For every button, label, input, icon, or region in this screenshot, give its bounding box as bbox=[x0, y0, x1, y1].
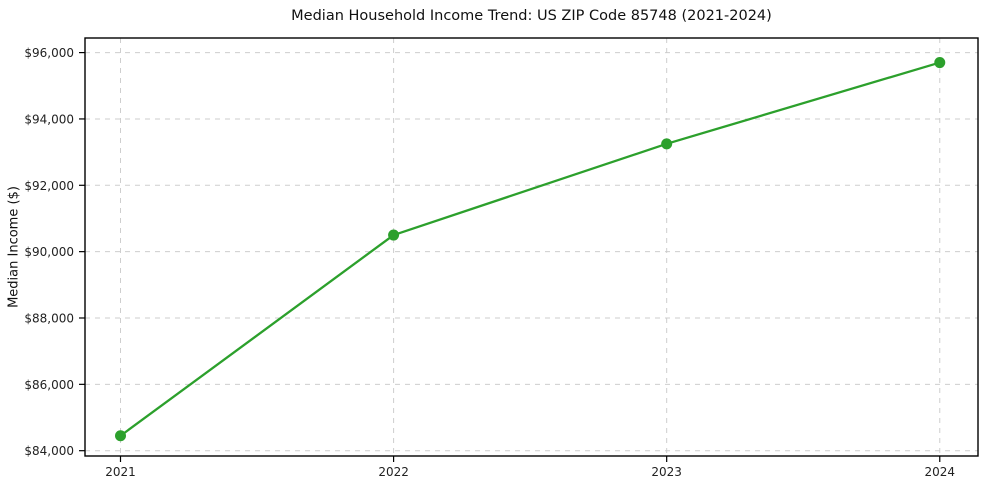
x-tick-label: 2021 bbox=[105, 465, 136, 479]
y-tick-label: $88,000 bbox=[24, 311, 74, 325]
x-tick-label: 2023 bbox=[651, 465, 682, 479]
x-tick-label: 2024 bbox=[924, 465, 955, 479]
y-tick-label: $96,000 bbox=[24, 46, 74, 60]
y-tick-label: $90,000 bbox=[24, 245, 74, 259]
chart-title: Median Household Income Trend: US ZIP Co… bbox=[291, 8, 772, 24]
data-point bbox=[661, 138, 673, 150]
data-point bbox=[115, 430, 127, 442]
y-tick-label: $86,000 bbox=[24, 378, 74, 392]
y-tick-label: $94,000 bbox=[24, 112, 74, 126]
x-tick-label: 2022 bbox=[378, 465, 409, 479]
plot-border bbox=[84, 37, 979, 457]
data-point bbox=[388, 229, 400, 241]
trend-line bbox=[119, 61, 941, 437]
y-tick-label: $84,000 bbox=[24, 444, 74, 458]
y-tick-label: $92,000 bbox=[24, 179, 74, 193]
data-point bbox=[934, 57, 946, 69]
